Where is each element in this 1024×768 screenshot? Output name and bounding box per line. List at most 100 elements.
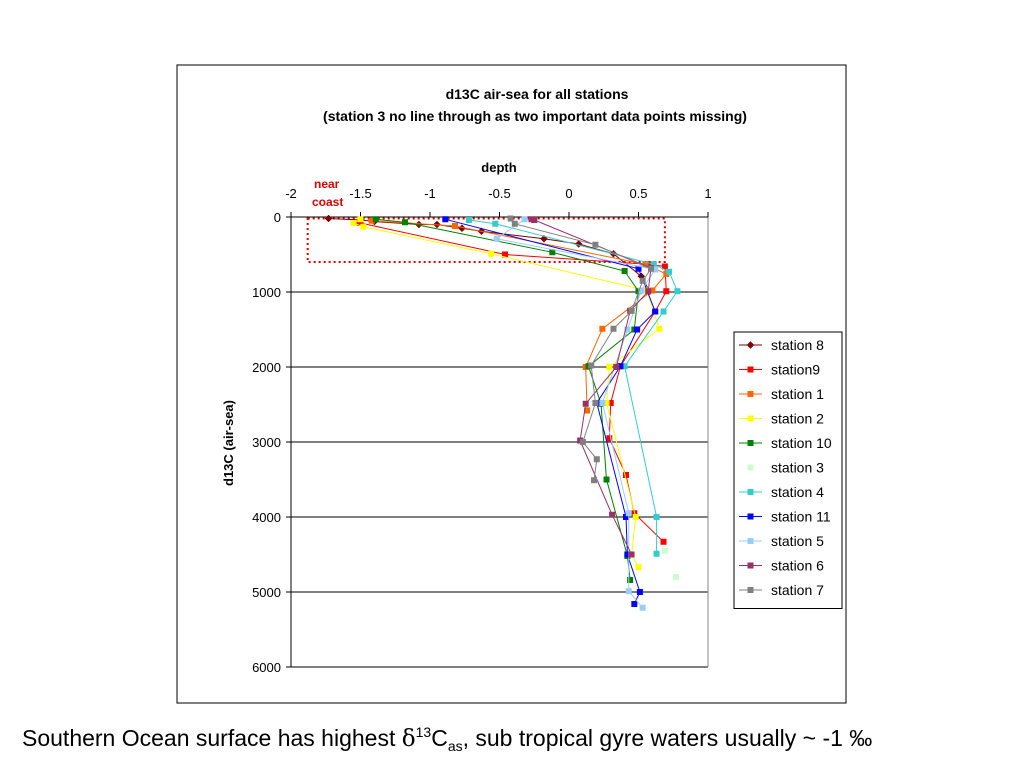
legend-marker xyxy=(747,562,754,569)
data-point xyxy=(653,514,660,520)
legend-marker xyxy=(747,513,754,520)
x-tick-label: -0.5 xyxy=(488,186,510,201)
data-point xyxy=(622,472,629,478)
y-tick-label: 2000 xyxy=(252,360,281,375)
data-point xyxy=(627,577,634,583)
data-point xyxy=(674,288,681,295)
annotation-near: near xyxy=(314,177,340,191)
legend-label: station 4 xyxy=(771,484,824,500)
legend-label: station 6 xyxy=(771,558,824,574)
series-station-4 xyxy=(465,217,681,557)
caption-c: C xyxy=(431,725,448,751)
data-point xyxy=(324,214,333,223)
legend-marker xyxy=(747,366,754,373)
series-station-7 xyxy=(507,215,655,484)
data-point xyxy=(663,288,670,295)
data-point xyxy=(579,439,586,445)
data-point xyxy=(603,476,610,483)
data-point xyxy=(638,287,645,294)
legend-label: station 7 xyxy=(771,582,824,598)
data-point xyxy=(511,220,518,227)
legend-marker xyxy=(747,440,754,446)
data-point xyxy=(584,407,591,414)
plot-area: 0 1000 2000 3000 4000 5000 6000 -2 -1.5 -1 -0.5 0 0.… xyxy=(252,186,712,675)
data-point xyxy=(606,364,613,370)
data-point xyxy=(648,265,655,272)
data-point xyxy=(465,217,472,223)
data-point xyxy=(639,604,646,611)
caption-delta: δ xyxy=(401,726,416,752)
x-tick-label: -1 xyxy=(424,186,436,201)
data-point xyxy=(610,325,617,332)
x-tick-label: 1 xyxy=(704,186,711,201)
data-point xyxy=(622,514,629,520)
y-tick-label: 5000 xyxy=(252,585,281,600)
data-point xyxy=(642,261,649,268)
chart-title: d13C air-sea for all stations xyxy=(446,86,629,102)
data-point xyxy=(660,538,667,545)
data-point xyxy=(624,551,631,558)
data-point xyxy=(606,435,613,442)
legend-marker xyxy=(747,391,754,397)
data-point xyxy=(621,363,628,370)
data-point xyxy=(661,547,668,554)
x-tick-label: -2 xyxy=(285,186,297,201)
x-axis-label: depth xyxy=(481,160,516,175)
x-tick-label: -1.5 xyxy=(349,186,371,201)
y-axis-label: d13C (air-sea) xyxy=(221,400,236,486)
annotation-coast: coast xyxy=(312,195,343,209)
legend-marker xyxy=(747,587,754,593)
legend-marker xyxy=(747,464,754,471)
caption-text-start: Southern Ocean surface has highest xyxy=(22,725,402,751)
data-point xyxy=(452,223,459,229)
legend-label: station 1 xyxy=(771,386,824,402)
data-point xyxy=(673,574,680,580)
data-point xyxy=(639,277,646,284)
series-station-2 xyxy=(350,216,663,571)
data-point xyxy=(617,363,624,370)
data-point xyxy=(493,235,500,242)
data-point xyxy=(593,456,600,463)
data-point xyxy=(635,265,642,272)
series-station-3 xyxy=(661,547,680,580)
data-point xyxy=(591,477,598,484)
data-point xyxy=(372,216,379,223)
data-point xyxy=(588,362,595,369)
caption-subscript: as xyxy=(447,738,463,754)
data-point xyxy=(368,217,375,224)
legend-label: station 10 xyxy=(771,435,832,451)
data-point xyxy=(502,251,509,258)
data-point xyxy=(582,400,589,407)
caption-superscript: 13 xyxy=(415,724,432,740)
data-point xyxy=(592,241,599,248)
data-point xyxy=(442,216,449,223)
data-point xyxy=(636,589,643,595)
data-point xyxy=(401,219,408,226)
y-tick-label: 1000 xyxy=(252,285,281,300)
data-point xyxy=(613,364,620,370)
legend-marker xyxy=(747,415,754,422)
data-point xyxy=(628,551,635,558)
data-point xyxy=(625,588,632,595)
data-point xyxy=(660,308,667,315)
data-point xyxy=(549,249,556,256)
series-station-5 xyxy=(493,216,659,611)
data-point xyxy=(357,220,364,226)
x-tick-label: 0.5 xyxy=(629,186,647,201)
data-point xyxy=(650,261,657,268)
data-point xyxy=(645,288,652,295)
data-point xyxy=(634,326,641,333)
data-point xyxy=(603,400,610,406)
data-point xyxy=(360,223,367,230)
data-point xyxy=(635,564,642,571)
data-point xyxy=(624,326,631,333)
data-point xyxy=(607,400,614,406)
data-point xyxy=(488,250,495,257)
data-point xyxy=(492,220,499,227)
legend-marker xyxy=(747,489,754,495)
slide-caption: Southern Ocean surface has highest δ13Ca… xyxy=(22,724,872,754)
legend-label: station 3 xyxy=(771,460,824,476)
chart-subtitle: (station 3 no line through as two import… xyxy=(323,108,747,124)
legend-marker xyxy=(746,341,755,349)
